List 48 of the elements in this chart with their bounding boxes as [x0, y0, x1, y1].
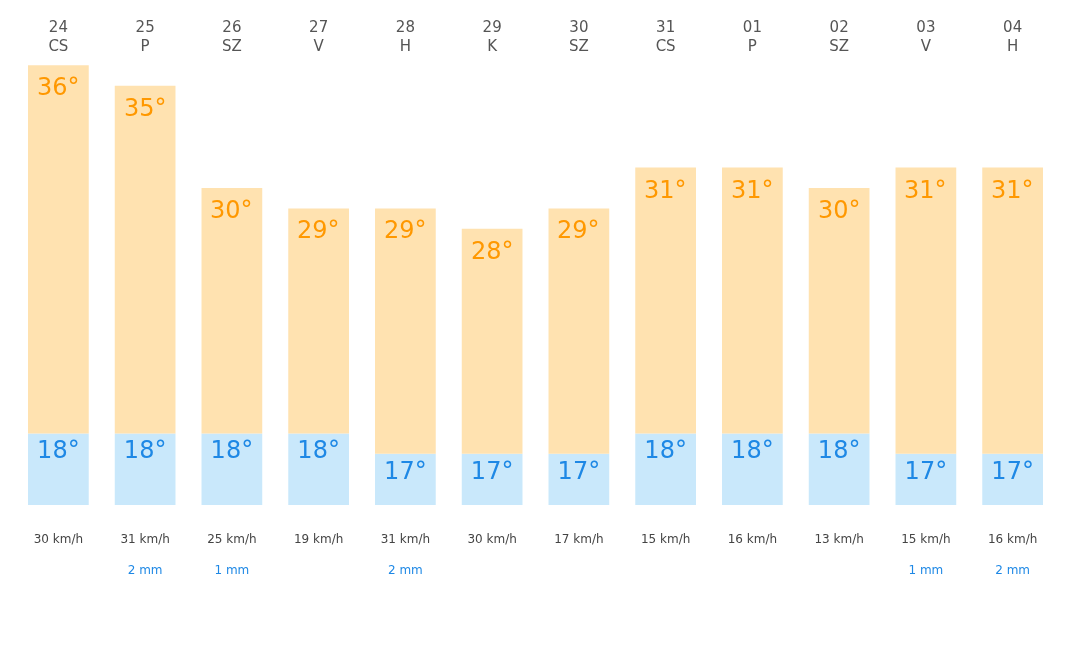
x-tick-label: 04 H: [1003, 17, 1023, 55]
total-label: 29°: [297, 216, 340, 244]
category-label: 16 km/h: [727, 532, 778, 546]
category-label: 15 km/h 1 mm: [901, 532, 951, 578]
category-label: 19 km/h: [293, 532, 344, 546]
category-label: 31 km/h 2 mm: [120, 532, 170, 578]
total-label: 30°: [818, 196, 861, 224]
data-label: 17°: [470, 456, 514, 485]
total-label: 36°: [37, 73, 80, 101]
x-tick-label: 27 V: [309, 17, 329, 55]
category-label: 30 km/h: [467, 532, 517, 546]
category-label: 31 km/h 2 mm: [380, 532, 431, 578]
data-label: 17°: [384, 456, 427, 485]
category-label: 30 km/h: [33, 532, 84, 546]
x-tick-label: 30 SZ: [568, 17, 589, 55]
x-tick-label: 28 H: [395, 17, 415, 55]
category-label: 13 km/h: [814, 532, 864, 546]
data-label: 17°: [904, 456, 948, 485]
data-label: 17°: [991, 456, 1034, 485]
data-label: 18°: [297, 436, 340, 465]
total-label: 31°: [991, 176, 1034, 204]
x-tick-label: 29 K: [482, 17, 502, 55]
total-label: 30°: [210, 196, 253, 224]
data-label: 17°: [557, 456, 601, 485]
total-label: 29°: [557, 216, 600, 244]
total-label: 31°: [904, 176, 947, 204]
data-label: 18°: [123, 436, 167, 465]
data-label: 18°: [817, 436, 861, 465]
x-tick-label: 31 CS: [655, 17, 676, 55]
data-label: 18°: [37, 436, 80, 465]
x-tick-label: 24 CS: [48, 17, 69, 55]
total-label: 35°: [124, 94, 167, 122]
category-label: 17 km/h: [554, 532, 604, 546]
x-tick-label: 03 V: [916, 17, 936, 55]
total-label: 28°: [471, 237, 514, 265]
category-label: 25 km/h 1 mm: [207, 532, 257, 578]
data-label: 18°: [731, 436, 774, 465]
x-tick-label: 26 SZ: [221, 17, 242, 55]
category-label: 15 km/h: [640, 532, 691, 546]
x-tick-label: 02 SZ: [829, 17, 850, 55]
category-label: 16 km/h 2 mm: [987, 532, 1038, 578]
total-label: 31°: [731, 176, 774, 204]
x-tick-label: 25 P: [135, 17, 155, 55]
total-label: 31°: [644, 176, 687, 204]
data-label: 18°: [644, 436, 687, 465]
data-label: 18°: [210, 436, 254, 465]
x-tick-label: 01 P: [742, 17, 762, 55]
total-label: 29°: [384, 216, 427, 244]
